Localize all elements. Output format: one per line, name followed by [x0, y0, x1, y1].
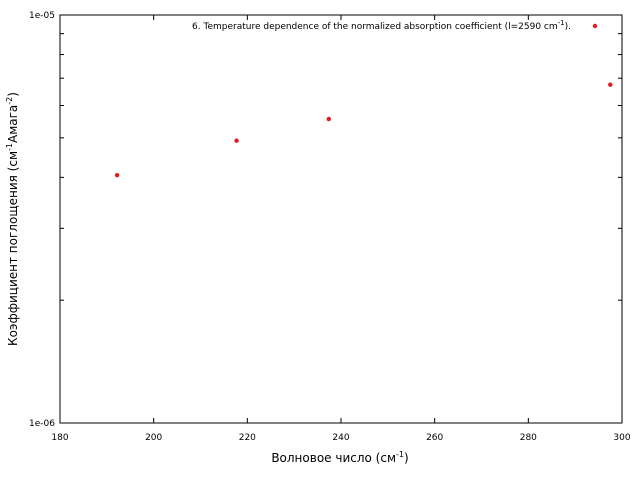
plot-area [59, 14, 623, 424]
x-tick-label: 300 [613, 433, 630, 443]
x-tick-label: 180 [51, 433, 68, 443]
x-tick-label: 220 [239, 433, 256, 443]
data-point [608, 82, 613, 87]
legend-entry: 6. Temperature dependence of the normali… [192, 19, 571, 32]
legend-marker [592, 23, 598, 29]
y-tick-label: 1e-06 [29, 419, 55, 429]
x-tick-label: 280 [520, 433, 537, 443]
data-point [234, 138, 239, 143]
y-axis-ticks: 1e-06 1e-05 [29, 11, 622, 429]
data-point [326, 116, 332, 122]
x-axis-label: Волновое число (см-1) [271, 450, 408, 465]
x-tick-label: 200 [145, 433, 162, 443]
x-tick-label: 240 [332, 433, 349, 443]
x-tick-label: 260 [426, 433, 443, 443]
x-axis-ticks: 180 200 220 240 260 280 300 [51, 15, 631, 443]
data-point [114, 172, 120, 178]
data-points [114, 82, 613, 178]
y-tick-label: 1e-05 [29, 11, 55, 21]
y-axis-label: Коэффициент поглощения (см-1Амага-2) [5, 92, 20, 346]
